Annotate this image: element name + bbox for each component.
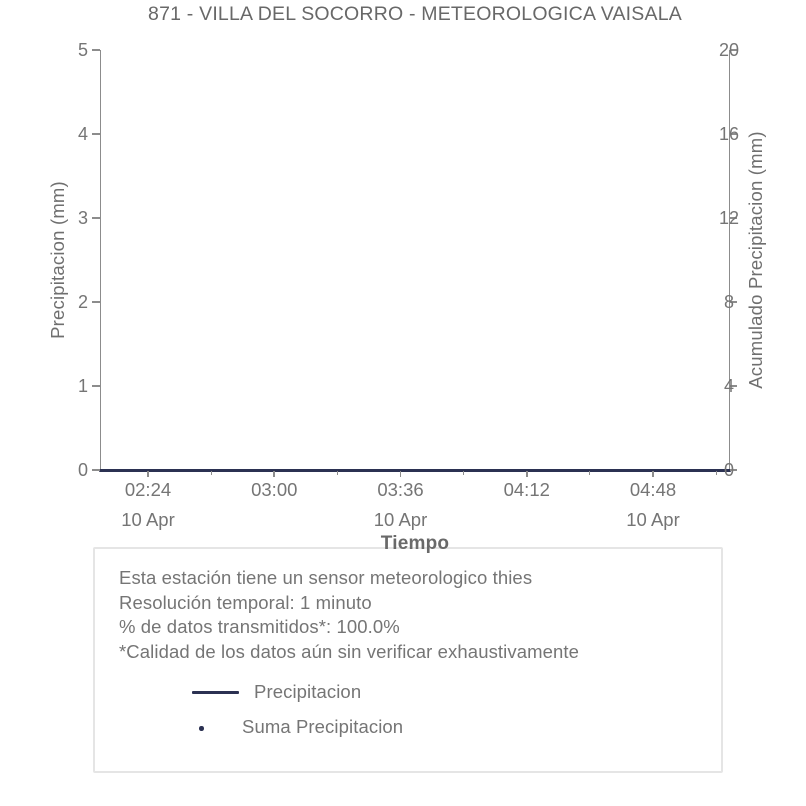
- left-axis-tick-label: 3: [77, 208, 88, 228]
- left-axis-tick-label: 1: [77, 376, 88, 396]
- x-axis-tick: [399, 471, 402, 477]
- x-axis-tick-label: 03:36: [377, 479, 424, 500]
- right-axis-tick: [730, 301, 737, 303]
- x-axis-tick-label: 04:48: [629, 479, 677, 500]
- right-axis-tick-label: 12: [718, 208, 740, 228]
- right-axis-tick-label: 8: [723, 292, 735, 312]
- info-line-transmitted: % de datos transmitidos*: 100.0%: [119, 616, 400, 637]
- legend-label-precipitacion: Precipitacion: [254, 681, 362, 702]
- x-axis-tick-label: 04:12: [503, 479, 550, 500]
- right-axis-tick-label: 0: [723, 460, 735, 480]
- x-axis-date-label: 10 Apr: [121, 509, 175, 530]
- left-axis-tick-label: 2: [77, 292, 88, 312]
- legend-label-suma-precipitacion: Suma Precipitacion: [242, 716, 404, 737]
- x-axis-title: Tiempo: [380, 533, 450, 554]
- station-info-lines: Esta estación tiene un sensor meteorolog…: [119, 566, 713, 664]
- right-axis-tick: [730, 217, 737, 219]
- left-axis-tick-label: 5: [77, 40, 88, 60]
- x-axis-tick: [652, 471, 654, 477]
- left-axis-title: Precipitacion (mm): [47, 181, 69, 339]
- plot-area: [99, 50, 731, 472]
- right-axis-tick-label: 20: [718, 40, 740, 60]
- left-axis-tick: [92, 133, 100, 135]
- right-axis-title-wrap: Acumulado Precipitacion (mm): [730, 50, 782, 470]
- info-line-sensor: Esta estación tiene un sensor meteorolog…: [119, 567, 533, 588]
- left-axis-tick: [92, 49, 100, 51]
- right-axis-tick: [730, 385, 737, 387]
- x-axis-minor-tick: [210, 471, 212, 475]
- info-line-resolution: Resolución temporal: 1 minuto: [119, 591, 372, 613]
- info-line-quality: *Calidad de los datos aún sin verificar …: [119, 640, 580, 662]
- precipitation-line-swatch: [192, 691, 239, 695]
- right-axis-tick-label: 16: [718, 124, 740, 144]
- right-axis-title: Acumulado Precipitacion (mm): [745, 131, 766, 389]
- x-axis-tick: [147, 471, 149, 477]
- right-axis-tick: [730, 49, 737, 51]
- x-axis-date-label: 10 Apr: [373, 509, 428, 530]
- x-axis-tick: [273, 471, 276, 477]
- x-axis-tick-label: 03:00: [251, 479, 298, 500]
- left-axis-tick: [92, 469, 100, 471]
- legend-annotation-box: Esta estación tiene un sensor meteorolog…: [93, 547, 723, 773]
- left-axis-tick-label: 4: [77, 124, 88, 144]
- suma-precipitation-dot-swatch: [199, 726, 204, 731]
- left-axis-tick: [92, 217, 100, 219]
- x-axis-minor-tick: [715, 471, 717, 475]
- x-axis-minor-tick: [463, 471, 465, 475]
- left-axis-title-wrap: Precipitacion (mm): [14, 50, 102, 470]
- right-axis-tick: [730, 469, 737, 471]
- right-axis-tick-label: 4: [723, 376, 735, 396]
- precipitation-line-series: [99, 468, 731, 472]
- left-axis-tick: [92, 301, 100, 303]
- x-axis-date-label: 10 Apr: [626, 509, 680, 530]
- left-axis-tick: [92, 385, 100, 387]
- x-axis-minor-tick: [336, 471, 338, 475]
- x-axis-tick-label: 02:24: [124, 479, 172, 500]
- chart-title: 871 - VILLA DEL SOCORRO - METEOROLOGICA …: [148, 3, 682, 25]
- right-axis-tick: [730, 133, 737, 135]
- x-axis-minor-tick: [589, 471, 591, 475]
- x-axis-tick: [525, 471, 528, 477]
- left-axis-tick-label: 0: [77, 460, 88, 480]
